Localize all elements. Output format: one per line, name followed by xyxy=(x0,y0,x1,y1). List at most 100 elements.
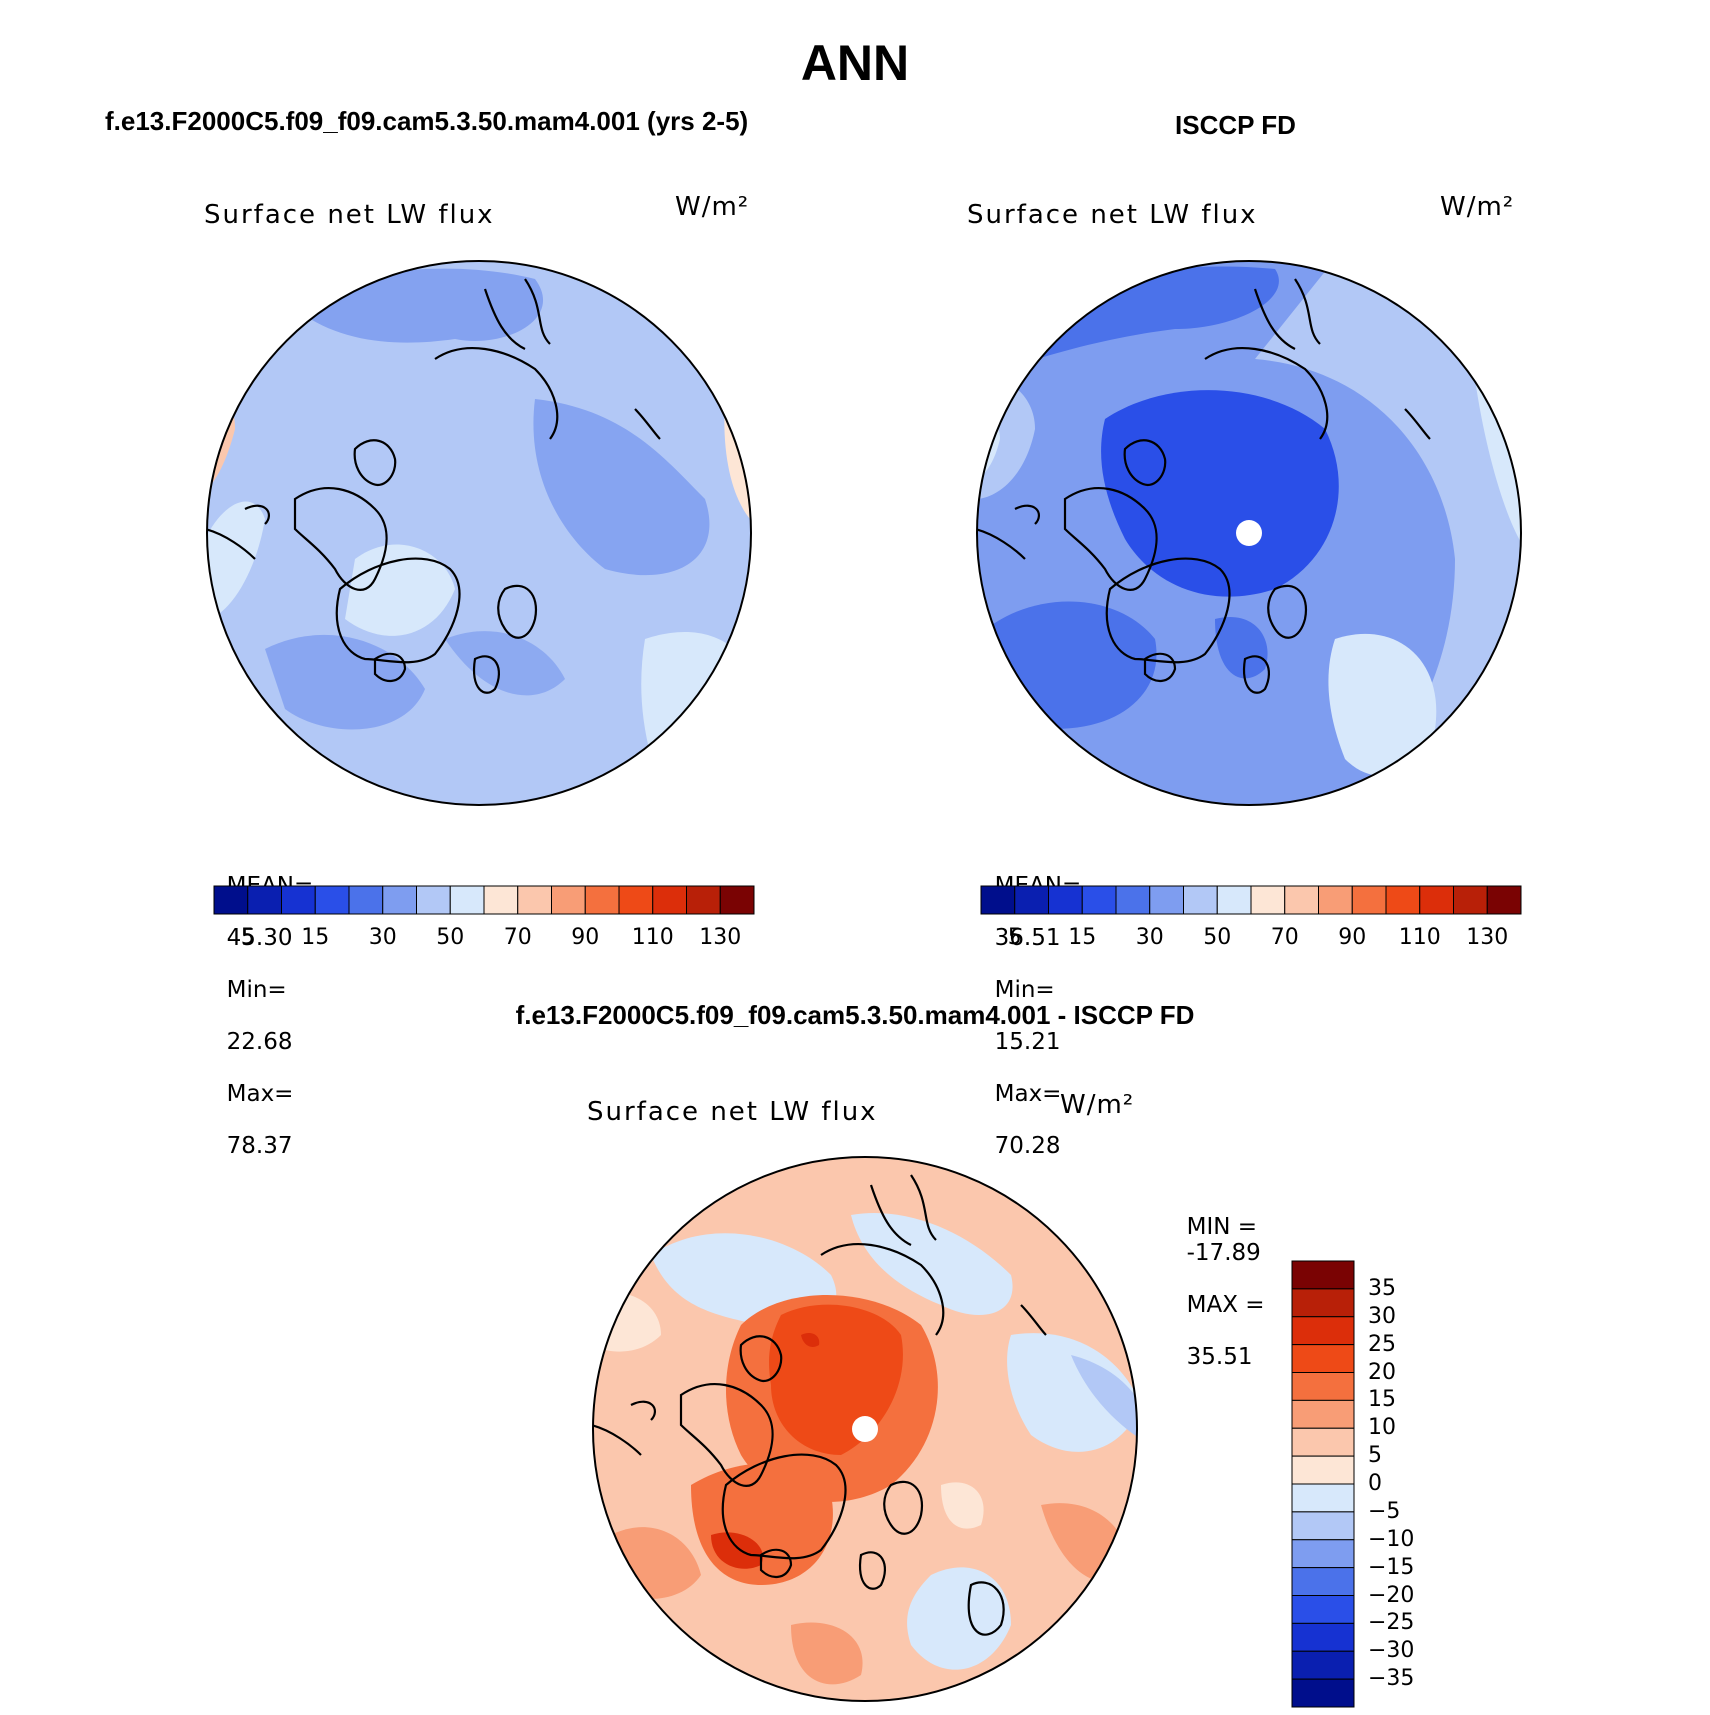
colorbar-tick-label: 50 xyxy=(436,925,465,950)
colorbar-tick-label: 30 xyxy=(1135,925,1164,950)
colorbar-swatch xyxy=(652,885,687,915)
colorbar-tick-label: 90 xyxy=(1338,925,1367,950)
colorbar-tick-label: −5 xyxy=(1368,1498,1401,1524)
model-plot-title: Surface net LW flux xyxy=(204,200,495,230)
colorbar-swatch xyxy=(1115,885,1151,915)
colorbar-tick-label: 130 xyxy=(1466,925,1509,950)
colorbar-swatch xyxy=(1014,885,1049,915)
colorbar-swatch xyxy=(1291,1511,1355,1541)
colorbar-swatch xyxy=(1351,885,1387,915)
colorbar-swatch xyxy=(719,885,755,915)
colorbar-tick-label: 5 xyxy=(1368,1443,1382,1469)
colorbar-tick-label: 15 xyxy=(1068,925,1097,950)
colorbar-swatch xyxy=(1048,885,1083,915)
season-title: ANN xyxy=(800,35,910,91)
colorbar-swatch xyxy=(1419,885,1454,915)
diff-min-value: -17.89 xyxy=(1186,1240,1261,1266)
obs-units: W/m² xyxy=(1440,192,1515,222)
obs-map xyxy=(976,260,1522,806)
colorbar-tick-label: −10 xyxy=(1368,1526,1415,1552)
colorbar-tick-label: 130 xyxy=(699,925,742,950)
colorbar-swatch xyxy=(483,885,519,915)
model-min-label: Min= xyxy=(226,977,287,1003)
diff-plot-title: Surface net LW flux xyxy=(587,1097,878,1127)
colorbar-tick-label: −15 xyxy=(1368,1554,1415,1580)
obs-max-label: Max= xyxy=(994,1081,1062,1107)
colorbar-swatch xyxy=(1149,885,1184,915)
colorbar-tick-label: −35 xyxy=(1368,1666,1415,1692)
colorbar-swatch xyxy=(1291,1260,1355,1290)
diff-max-value: 35.51 xyxy=(1186,1344,1253,1370)
colorbar-tick-label: −25 xyxy=(1368,1610,1415,1636)
colorbar-tick-label: 70 xyxy=(1270,925,1299,950)
colorbar-swatch xyxy=(1291,1372,1355,1401)
colorbar-tick-label: 15 xyxy=(1368,1387,1396,1413)
diff-case-title: f.e13.F2000C5.f09_f09.cam5.3.50.mam4.001… xyxy=(515,1000,1195,1030)
colorbar-swatch xyxy=(1291,1288,1355,1318)
colorbar-swatch xyxy=(1291,1678,1355,1708)
colorbar-swatch xyxy=(281,885,316,915)
colorbar-swatch xyxy=(1291,1427,1355,1457)
colorbar-swatch xyxy=(517,885,552,915)
colorbar-swatch xyxy=(980,885,1016,915)
obs-plot-title: Surface net LW flux xyxy=(967,200,1258,230)
colorbar-swatch xyxy=(1291,1595,1355,1624)
colorbar-tick-label: 5 xyxy=(240,925,255,950)
diff-map xyxy=(592,1156,1138,1702)
colorbar-swatch xyxy=(1318,885,1353,915)
colorbar-swatch xyxy=(551,885,586,915)
diff-stats: MIN = -17.89 MAX = 35.51 xyxy=(1172,1188,1265,1370)
colorbar-swatch xyxy=(1291,1316,1355,1346)
colorbar-swatch xyxy=(247,885,282,915)
colorbar-tick-label: 110 xyxy=(631,925,674,950)
colorbar-swatch xyxy=(1216,885,1252,915)
colorbar-swatch xyxy=(314,885,350,915)
colorbar-tick-label: −20 xyxy=(1368,1582,1415,1608)
colorbar-swatch xyxy=(1291,1399,1355,1429)
colorbar-tick-label: 5 xyxy=(1007,925,1022,950)
colorbar-swatch xyxy=(1486,885,1522,915)
model-case-title: f.e13.F2000C5.f09_f09.cam5.3.50.mam4.001… xyxy=(105,106,749,136)
colorbar-swatch xyxy=(686,885,721,915)
diff-min-label: MIN = xyxy=(1186,1214,1258,1240)
model-colorbar-ticks: 5 15 30 50 70 90 110 130 xyxy=(214,925,754,955)
colorbar-swatch xyxy=(1291,1567,1355,1596)
colorbar-swatch xyxy=(348,885,384,915)
colorbar-swatch xyxy=(618,885,654,915)
diff-max-label: MAX = xyxy=(1186,1292,1265,1318)
colorbar-tick-label: 30 xyxy=(1368,1303,1396,1329)
colorbar-swatch xyxy=(1291,1344,1355,1373)
colorbar-swatch xyxy=(1291,1539,1355,1569)
obs-case-title: ISCCP FD xyxy=(1175,110,1296,140)
obs-max-value: 70.28 xyxy=(994,1133,1061,1159)
colorbar-swatch xyxy=(1081,885,1117,915)
diff-colorbar-ticks: 35 30 25 20 15 10 5 0 −5 −10 −15 −20 −25 −30 −35 xyxy=(1368,1261,1448,1709)
model-mean-value: 45.30 xyxy=(226,925,293,951)
obs-colorbar-ticks: 5 15 30 50 70 90 110 130 xyxy=(981,925,1521,955)
model-map xyxy=(206,260,752,806)
colorbar-swatch xyxy=(1291,1622,1355,1652)
colorbar-tick-label: 35 xyxy=(1368,1275,1396,1301)
colorbar-swatch xyxy=(1284,885,1319,915)
colorbar-swatch xyxy=(449,885,485,915)
obs-min-value: 15.21 xyxy=(994,1029,1061,1055)
model-min-value: 22.68 xyxy=(226,1029,293,1055)
colorbar-tick-label: 10 xyxy=(1368,1415,1396,1441)
colorbar-tick-label: −30 xyxy=(1368,1638,1415,1664)
colorbar-swatch xyxy=(382,885,417,915)
obs-mean-value: 36.51 xyxy=(994,925,1061,951)
colorbar-tick-label: 70 xyxy=(503,925,532,950)
colorbar-tick-label: 90 xyxy=(571,925,600,950)
colorbar-tick-label: 50 xyxy=(1203,925,1232,950)
model-max-value: 78.37 xyxy=(226,1133,293,1159)
model-units: W/m² xyxy=(675,192,750,222)
colorbar-swatch xyxy=(584,885,620,915)
colorbar-swatch xyxy=(1183,885,1218,915)
colorbar-swatch xyxy=(416,885,451,915)
colorbar-swatch xyxy=(1291,1455,1355,1485)
colorbar-swatch xyxy=(1385,885,1421,915)
obs-min-label: Min= xyxy=(994,977,1055,1003)
colorbar-tick-label: 110 xyxy=(1398,925,1441,950)
colorbar-swatch xyxy=(1453,885,1488,915)
diff-colorbar xyxy=(1291,1260,1355,1708)
